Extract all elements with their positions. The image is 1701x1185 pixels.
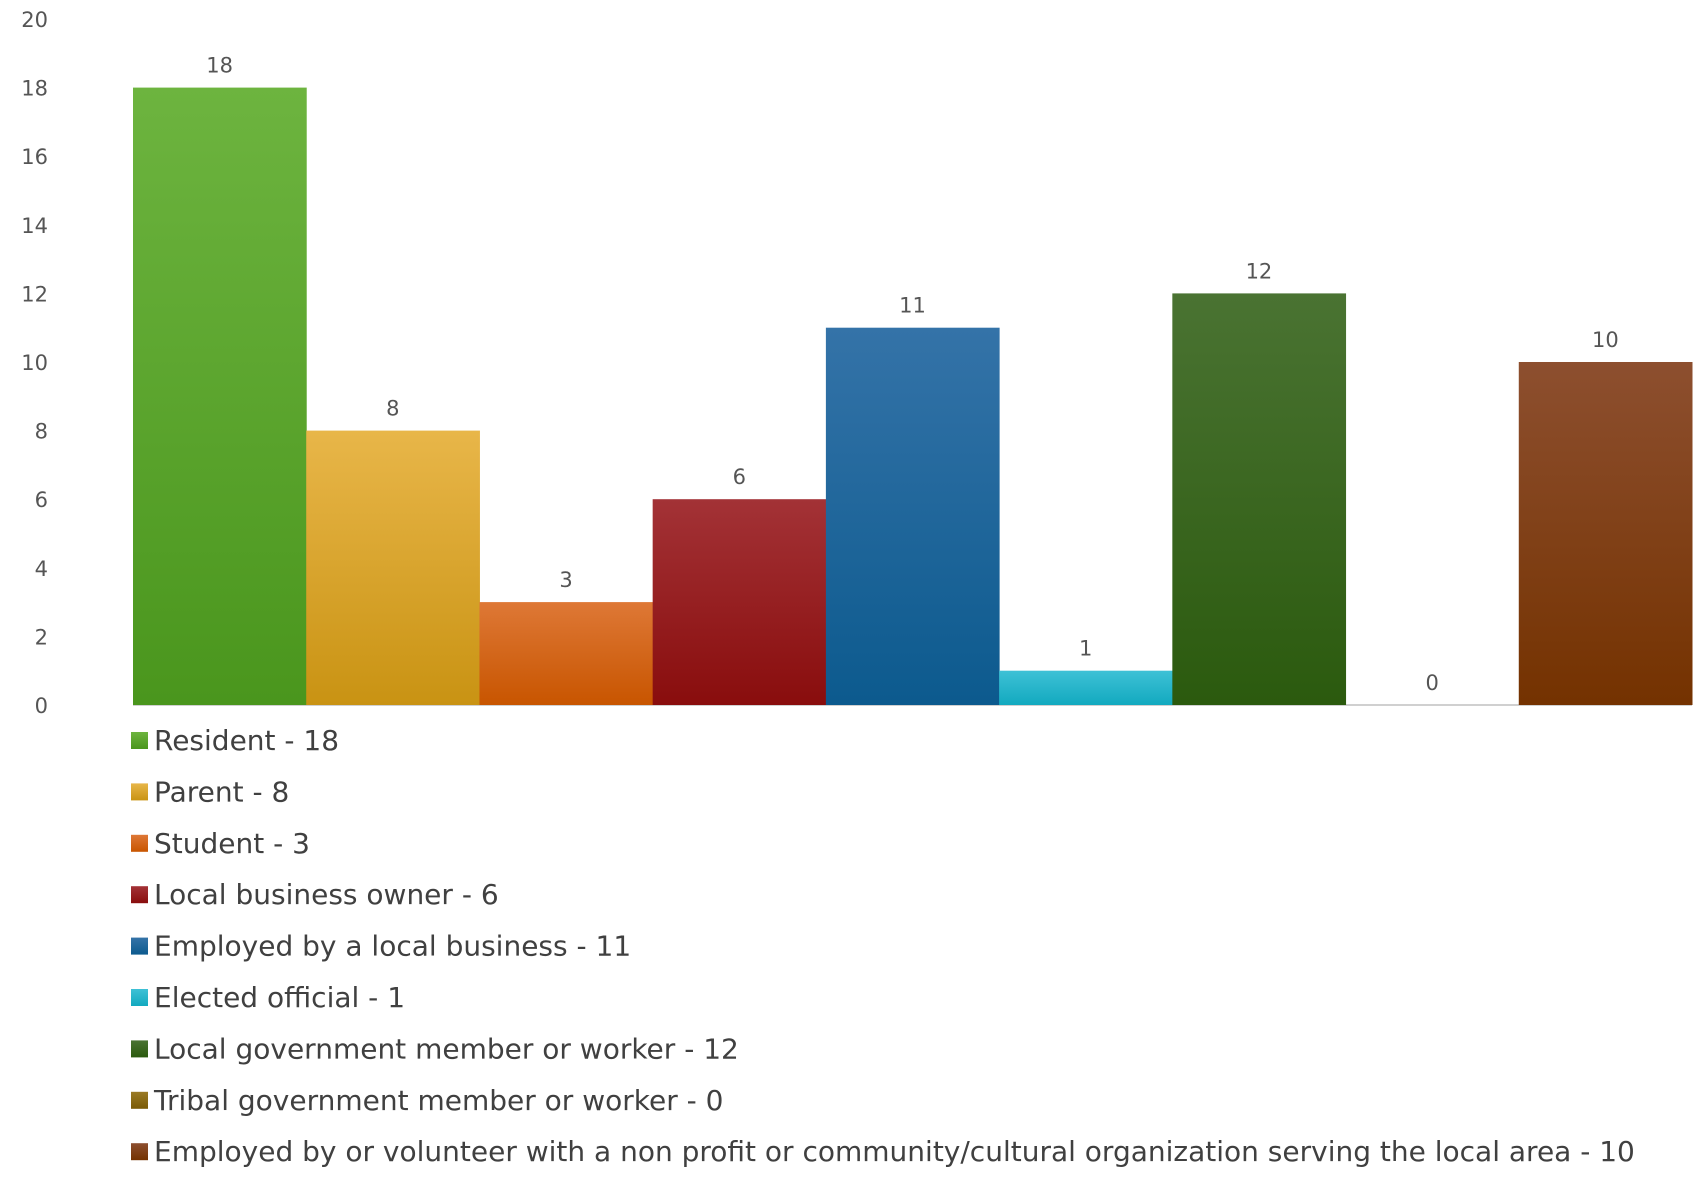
legend-item: Local business owner - 6: [131, 878, 499, 911]
legend-label: Local business owner - 6: [154, 878, 499, 911]
legend-label: Tribal government member or worker - 0: [153, 1084, 723, 1117]
legend: Resident - 18 Parent - 8 Student - 3 Local …: [131, 724, 1635, 1168]
legend-swatch: [131, 1091, 148, 1109]
y-tick-label: 8: [35, 420, 48, 444]
bar-value-label: 11: [899, 294, 926, 318]
legend-item: Employed by a local business - 11: [131, 930, 631, 963]
legend-label: Local government member or worker - 12: [154, 1032, 739, 1065]
bar: [1172, 293, 1347, 705]
legend-swatch: [131, 732, 148, 749]
y-tick-label: 6: [35, 488, 48, 512]
bar: [1518, 362, 1693, 705]
legend-swatch: [131, 783, 148, 801]
bar-value-label: 1: [1079, 637, 1092, 661]
bar: [652, 499, 827, 705]
legend-item: Employed by or volunteer with a non prof…: [131, 1135, 1635, 1168]
bar: [479, 602, 654, 705]
legend-label: Parent - 8: [154, 775, 289, 808]
legend-swatch: [131, 1143, 148, 1161]
y-tick-label: 14: [21, 214, 48, 238]
legend-item: Parent - 8: [131, 775, 289, 808]
y-axis: 0 2 4 6 8 10 12 14 16 18 20: [21, 8, 48, 718]
bar-value-label: 18: [206, 54, 233, 78]
legend-swatch: [131, 886, 148, 904]
bars: [133, 87, 1693, 706]
legend-swatch: [131, 1040, 148, 1058]
legend-item: Local government member or worker - 12: [131, 1032, 739, 1065]
bar-value-label: 8: [386, 397, 399, 421]
bar: [306, 430, 480, 705]
legend-label: Elected official - 1: [154, 981, 405, 1014]
legend-item: Student - 3: [131, 827, 310, 860]
legend-swatch: [131, 989, 148, 1006]
bar: [825, 327, 1000, 705]
bar-value-label: 0: [1425, 671, 1438, 695]
y-tick-label: 10: [21, 351, 48, 375]
bar: [133, 87, 307, 706]
y-tick-label: 18: [21, 77, 48, 101]
y-tick-label: 4: [35, 557, 48, 581]
legend-swatch: [131, 834, 148, 852]
legend-label: Employed by or volunteer with a non prof…: [154, 1135, 1635, 1168]
legend-label: Student - 3: [154, 827, 310, 860]
y-tick-label: 12: [21, 282, 48, 306]
y-tick-label: 20: [21, 8, 48, 32]
legend-item: Resident - 18: [131, 724, 339, 757]
bar-value-label: 3: [559, 568, 572, 592]
bar: [999, 670, 1173, 705]
legend-swatch: [131, 937, 148, 955]
bar-value-label: 10: [1592, 328, 1619, 352]
y-tick-label: 0: [35, 694, 48, 718]
y-tick-label: 16: [21, 145, 48, 169]
bar-value-label: 12: [1246, 259, 1273, 283]
bar-value-label: 6: [733, 465, 746, 489]
y-tick-label: 2: [35, 625, 48, 649]
legend-label: Employed by a local business - 11: [154, 930, 631, 963]
legend-label: Resident - 18: [154, 724, 339, 757]
legend-item: Elected official - 1: [131, 981, 405, 1014]
legend-item: Tribal government member or worker - 0: [131, 1084, 723, 1117]
